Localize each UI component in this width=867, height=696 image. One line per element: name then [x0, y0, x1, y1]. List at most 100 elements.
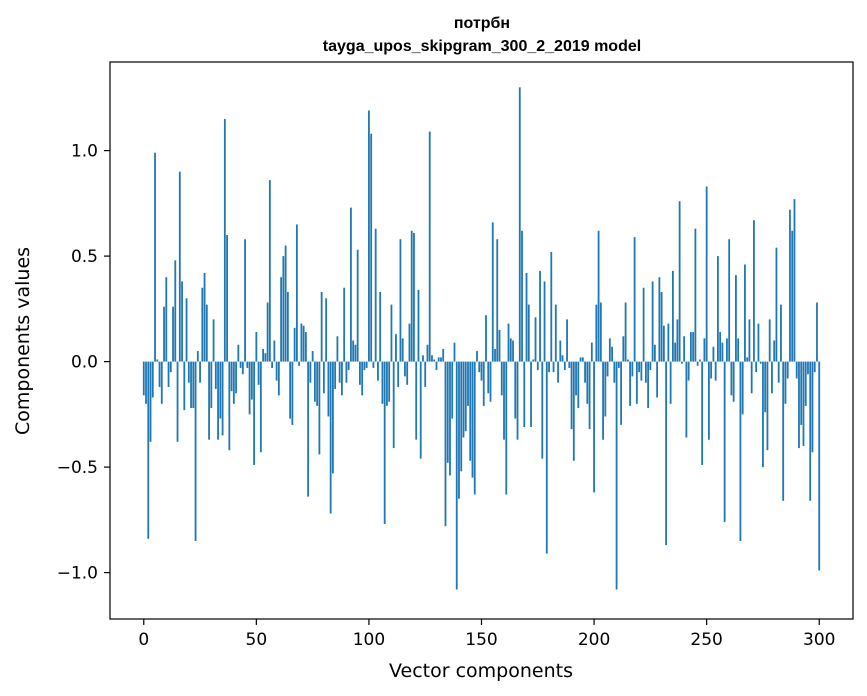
y-tick-label: 0.5 — [71, 247, 98, 267]
bar-47 — [248, 361, 251, 415]
bar-72 — [304, 332, 307, 362]
bar-101 — [370, 133, 373, 362]
x-tick-label: 250 — [690, 630, 722, 650]
x-axis-label: Vector components — [389, 660, 573, 682]
bar-155 — [491, 222, 494, 362]
bar-224 — [647, 361, 650, 409]
bar-163 — [509, 338, 512, 362]
bar-130 — [435, 361, 438, 371]
bar-1 — [145, 361, 147, 404]
bar-221 — [640, 361, 643, 381]
bar-30 — [210, 361, 213, 409]
bar-275 — [762, 361, 764, 468]
bar-298 — [813, 361, 816, 373]
bar-109 — [388, 361, 391, 402]
bar-166 — [516, 361, 519, 440]
bar-153 — [487, 361, 490, 394]
y-tick-label: −1.0 — [57, 564, 98, 584]
bar-272 — [755, 361, 758, 373]
bar-96 — [359, 361, 361, 385]
bar-271 — [753, 220, 755, 362]
bar-26 — [201, 287, 204, 362]
bar-62 — [282, 256, 285, 362]
bar-260 — [728, 239, 731, 362]
bar-188 — [566, 319, 568, 362]
bar-154 — [489, 361, 492, 402]
bar-75 — [311, 351, 314, 362]
bar-259 — [726, 338, 728, 362]
bar-20 — [187, 361, 190, 383]
bar-56 — [268, 180, 271, 362]
bar-104 — [377, 361, 379, 381]
bar-82 — [327, 361, 330, 417]
bar-116 — [404, 361, 406, 377]
bar-173 — [532, 359, 535, 362]
bar-235 — [671, 270, 674, 362]
bar-207 — [608, 338, 611, 362]
bar-37 — [226, 235, 228, 362]
bar-201 — [595, 304, 598, 362]
bar-117 — [406, 361, 409, 385]
bar-23 — [194, 361, 197, 541]
bar-123 — [419, 361, 422, 459]
bar-252 — [710, 361, 713, 379]
bar-198 — [588, 361, 591, 430]
bar-261 — [730, 361, 733, 396]
bar-94 — [354, 344, 357, 362]
bar-161 — [505, 361, 508, 495]
bar-32 — [214, 361, 217, 390]
bar-266 — [741, 361, 744, 415]
bar-249 — [703, 338, 706, 362]
chart-title-line2: tayga_upos_skipgram_300_2_2019 model — [323, 38, 641, 55]
bar-133 — [442, 348, 445, 362]
bar-70 — [300, 323, 303, 362]
bar-89 — [343, 287, 346, 362]
bar-236 — [674, 342, 677, 362]
bar-131 — [437, 357, 440, 362]
x-tick-label: 200 — [578, 630, 610, 650]
bar-138 — [453, 342, 456, 362]
bar-290 — [795, 361, 798, 379]
bar-233 — [667, 323, 670, 362]
bar-183 — [554, 304, 557, 362]
bar-210 — [615, 361, 618, 590]
bar-294 — [804, 361, 807, 406]
bar-253 — [712, 346, 715, 362]
bar-93 — [352, 340, 355, 362]
bar-262 — [732, 361, 735, 402]
bar-127 — [428, 131, 431, 362]
bar-11 — [167, 361, 170, 387]
bar-43 — [239, 361, 242, 368]
bar-172 — [530, 361, 532, 428]
bar-77 — [316, 361, 319, 406]
bar-185 — [559, 340, 562, 362]
bar-158 — [498, 329, 501, 362]
bar-268 — [746, 357, 749, 362]
bar-191 — [572, 361, 575, 461]
bar-69 — [298, 361, 301, 366]
bar-17 — [181, 281, 183, 362]
bar-100 — [368, 110, 370, 362]
bar-182 — [552, 361, 555, 373]
bar-129 — [433, 359, 436, 362]
bar-156 — [494, 348, 496, 362]
bar-107 — [383, 361, 386, 525]
bar-13 — [172, 306, 174, 362]
bar-223 — [644, 361, 647, 383]
bar-218 — [633, 237, 636, 362]
bar-142 — [462, 361, 465, 438]
bar-16 — [178, 171, 181, 362]
bar-281 — [775, 247, 778, 362]
bar-285 — [784, 361, 787, 404]
bar-267 — [744, 264, 746, 362]
bar-194 — [579, 357, 582, 362]
bar-61 — [280, 277, 283, 362]
bar-31 — [212, 319, 215, 362]
bar-40 — [232, 361, 235, 404]
bar-297 — [811, 361, 814, 453]
x-tick-label: 0 — [138, 630, 149, 650]
bar-202 — [597, 230, 600, 362]
bar-165 — [514, 361, 517, 419]
bar-12 — [169, 361, 172, 373]
bar-187 — [563, 361, 566, 371]
